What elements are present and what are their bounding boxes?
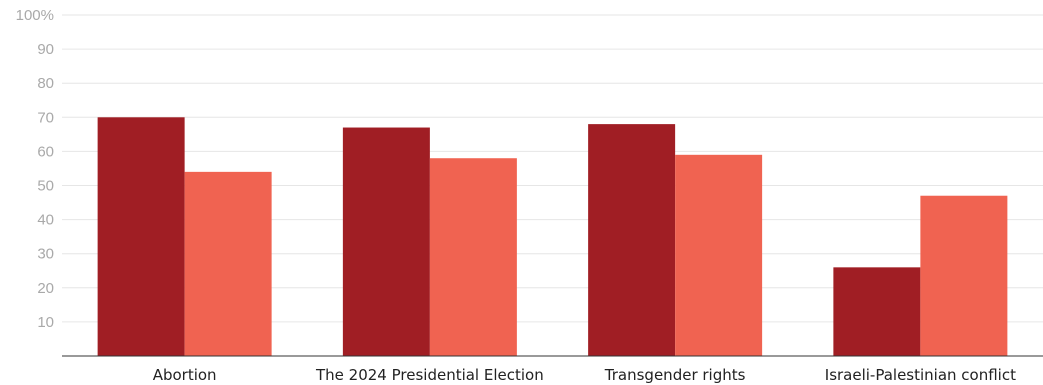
bar-series2-1 [184,171,272,356]
y-tick-label: 50 [37,178,54,195]
labels-layer: 10 20 30 40 50 60 70 80 90 100% Abortion The 2024 P… [16,7,1016,384]
category-label: Israeli-Palestinian conflict [825,366,1016,384]
bars-layer [97,117,1008,357]
bar-series2-4 [920,195,1008,356]
y-tick-label: 30 [37,246,54,263]
y-tick-label: 60 [37,143,54,160]
y-tick-label: 70 [37,109,54,126]
bar-series1-1 [97,117,185,356]
y-tick-label: 10 [37,314,54,331]
bar-series1-2 [342,127,430,356]
y-tick-label: 40 [37,212,54,229]
y-tick-label: 100% [16,7,54,24]
bar-series1-3 [588,124,676,357]
y-tick-label: 20 [37,280,54,297]
y-tick-label: 90 [37,41,54,58]
category-label: Abortion [153,366,217,384]
y-tick-label: 80 [37,75,54,92]
bar-series2-2 [429,158,517,356]
bar-series2-3 [675,154,763,356]
category-label: Transgender rights [604,366,746,384]
bar-series1-4 [833,267,921,356]
category-label: The 2024 Presidential Election [315,366,544,384]
